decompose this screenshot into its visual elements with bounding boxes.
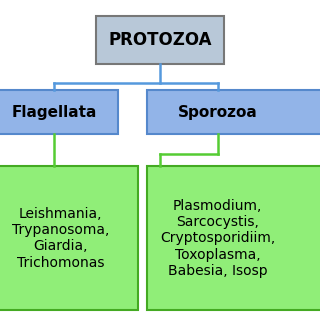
Text: PROTOZOA: PROTOZOA xyxy=(108,31,212,49)
FancyBboxPatch shape xyxy=(0,90,118,134)
FancyBboxPatch shape xyxy=(0,166,138,310)
Text: Leishmania,
Trypanosoma,
Giardia,
Trichomonas: Leishmania, Trypanosoma, Giardia, Tricho… xyxy=(12,207,109,270)
FancyBboxPatch shape xyxy=(96,16,224,64)
Text: Flagellata: Flagellata xyxy=(12,105,97,119)
Text: Sporozoa: Sporozoa xyxy=(178,105,258,119)
FancyBboxPatch shape xyxy=(147,90,320,134)
Text: Plasmodium,
Sarcocystis,
Cryptosporidiim,
Toxoplasma,
Babesia, Isosp: Plasmodium, Sarcocystis, Cryptosporidiim… xyxy=(160,199,275,278)
FancyBboxPatch shape xyxy=(147,166,320,310)
